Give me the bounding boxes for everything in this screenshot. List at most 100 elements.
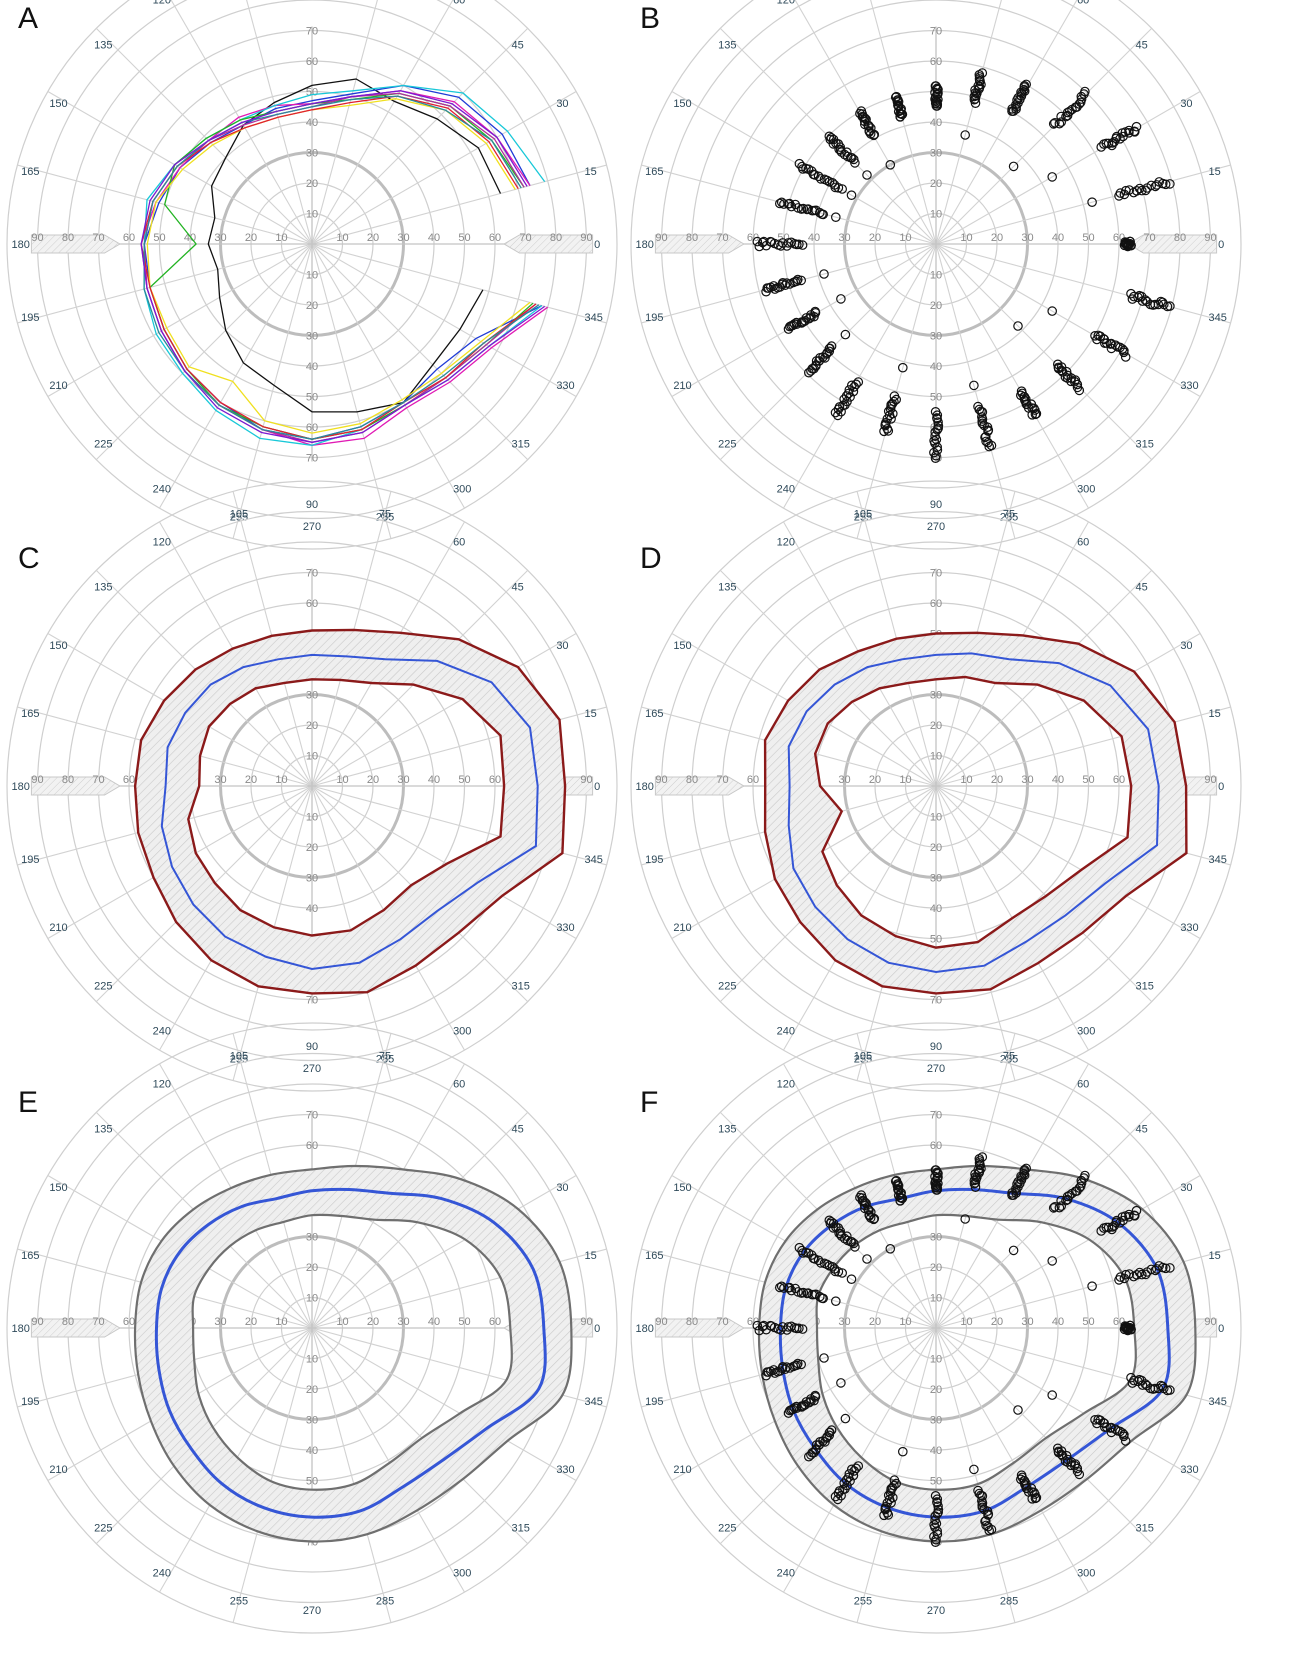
data-point bbox=[893, 106, 904, 117]
radial-tick-label: 60 bbox=[306, 422, 318, 434]
data-point bbox=[969, 1464, 979, 1475]
angle-tick-label: 195 bbox=[21, 854, 39, 866]
angle-tick-label: 240 bbox=[777, 1025, 795, 1037]
spoke-330 bbox=[935, 243, 1201, 397]
horizontal-tick-label: 80 bbox=[686, 232, 698, 244]
horizontal-tick-label: 90 bbox=[31, 774, 43, 786]
data-point bbox=[1160, 179, 1171, 190]
data-point bbox=[1131, 1205, 1142, 1216]
series-outer bbox=[133, 628, 567, 995]
data-point bbox=[1126, 240, 1136, 251]
horizontal-tick-label: 80 bbox=[686, 1316, 698, 1328]
data-point bbox=[930, 81, 941, 91]
data-point bbox=[1140, 1269, 1151, 1280]
panel-E: 1010202030304040505060607070908070605040… bbox=[6, 1022, 618, 1634]
data-point bbox=[1013, 1405, 1023, 1415]
data-point bbox=[840, 1413, 851, 1424]
spoke-30 bbox=[311, 1175, 577, 1329]
spoke-255 bbox=[856, 1327, 937, 1623]
data-point bbox=[977, 1152, 988, 1162]
data-point bbox=[848, 1470, 859, 1481]
data-point bbox=[1125, 1320, 1135, 1331]
spoke-45 bbox=[935, 27, 1153, 245]
data-point bbox=[1008, 1245, 1019, 1256]
data-point bbox=[1047, 1256, 1057, 1266]
data-point bbox=[797, 161, 807, 172]
data-point bbox=[1119, 1431, 1129, 1442]
ring-100 bbox=[6, 0, 618, 550]
angle-tick-label: 300 bbox=[1077, 1025, 1095, 1037]
data-point bbox=[842, 1235, 853, 1246]
radial-tick-label: 50 bbox=[930, 1476, 942, 1488]
angle-tick-label: 270 bbox=[303, 1605, 321, 1617]
data-point bbox=[1087, 1281, 1097, 1291]
horizontal-tick-label: 70 bbox=[1143, 232, 1155, 244]
horizontal-tick-label: 90 bbox=[655, 774, 667, 786]
horizontal-tick-label: 30 bbox=[397, 774, 409, 786]
data-point bbox=[885, 1488, 896, 1498]
angle-tick-label: 150 bbox=[49, 640, 67, 652]
data-point bbox=[893, 1190, 904, 1201]
data-point bbox=[1061, 366, 1072, 377]
panel-letter: A bbox=[18, 2, 38, 35]
data-point bbox=[1115, 188, 1126, 198]
spoke-315 bbox=[311, 1327, 529, 1545]
horizontal-tick-label: 40 bbox=[1052, 774, 1064, 786]
series-line bbox=[140, 90, 546, 443]
angle-tick-label: 135 bbox=[718, 1124, 736, 1136]
radial-tick-label: 10 bbox=[930, 270, 942, 282]
data-point bbox=[842, 151, 853, 162]
horizontal-tick-label: 80 bbox=[686, 774, 698, 786]
horizontal-tick-label: 70 bbox=[716, 1316, 728, 1328]
horizontal-tick-label: 90 bbox=[580, 1316, 592, 1328]
angle-tick-label: 150 bbox=[49, 98, 67, 110]
series-line bbox=[146, 98, 531, 434]
data-point bbox=[890, 1176, 901, 1187]
data-point bbox=[1021, 394, 1031, 404]
data-point bbox=[833, 1488, 844, 1498]
angle-tick-label: 120 bbox=[777, 537, 795, 549]
spoke-60 bbox=[311, 0, 454, 245]
data-point bbox=[761, 286, 771, 297]
angle-tick-label: 90 bbox=[306, 499, 318, 511]
horizontal-tick-label: 40 bbox=[1052, 1316, 1064, 1328]
angle-tick-label: 330 bbox=[1180, 922, 1198, 934]
radial-tick-label: 30 bbox=[306, 690, 318, 702]
spoke-285 bbox=[935, 243, 1016, 539]
angle-tick-label: 225 bbox=[718, 1522, 736, 1534]
data-point bbox=[762, 283, 772, 293]
horizontal-tick-label: 30 bbox=[1021, 774, 1033, 786]
data-point bbox=[977, 1491, 988, 1501]
angle-tick-label: 165 bbox=[21, 166, 39, 178]
radial-tick-label: 20 bbox=[930, 1384, 942, 1396]
angle-tick-label: 0 bbox=[1218, 781, 1224, 793]
spoke-240 bbox=[159, 243, 313, 509]
data-point bbox=[1056, 1201, 1066, 1211]
radial-tick-label: 70 bbox=[930, 568, 942, 580]
radial-tick-label: 60 bbox=[930, 56, 942, 68]
angle-tick-label: 30 bbox=[556, 640, 568, 652]
spoke-120 bbox=[794, 0, 937, 245]
radial-tick-label: 50 bbox=[306, 392, 318, 404]
angle-tick-label: 225 bbox=[718, 980, 736, 992]
data-point bbox=[1120, 352, 1131, 362]
data-point bbox=[1031, 1492, 1042, 1503]
data-point bbox=[826, 341, 837, 351]
angle-tick-label: 225 bbox=[94, 1522, 112, 1534]
spoke-300 bbox=[311, 1327, 465, 1593]
radial-tick-label: 30 bbox=[306, 873, 318, 885]
angle-tick-label: 150 bbox=[673, 98, 691, 110]
horizontal-tick-label: 80 bbox=[1174, 232, 1186, 244]
radial-tick-label: 70 bbox=[306, 995, 318, 1007]
data-point bbox=[929, 1531, 939, 1542]
angle-tick-label: 255 bbox=[854, 1596, 872, 1608]
spoke-330 bbox=[935, 785, 1201, 939]
data-point bbox=[1019, 86, 1030, 96]
ring-100 bbox=[6, 480, 618, 1092]
data-point bbox=[752, 236, 763, 247]
data-point bbox=[862, 170, 872, 180]
data-point bbox=[824, 1261, 835, 1271]
angle-tick-label: 345 bbox=[1209, 312, 1227, 324]
radial-tick-label: 30 bbox=[930, 1232, 942, 1244]
